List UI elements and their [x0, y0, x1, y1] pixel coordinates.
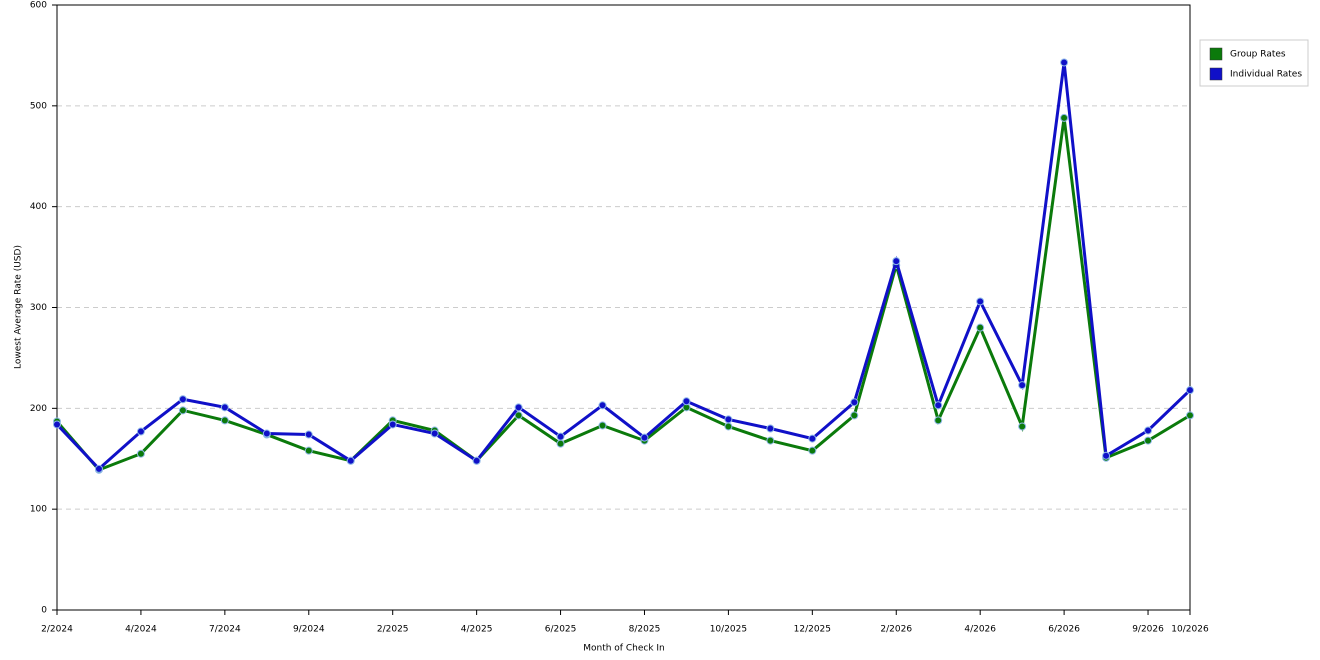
plot-frame — [56, 4, 1191, 611]
data-point — [850, 398, 859, 407]
series-line — [55, 117, 1191, 472]
data-point — [892, 257, 901, 266]
data-point — [220, 403, 229, 412]
data-point — [472, 456, 481, 465]
data-point — [178, 395, 187, 404]
data-point — [94, 464, 103, 473]
x-tick-label: 10/2025 — [710, 625, 747, 635]
data-point — [640, 433, 649, 442]
data-point — [304, 430, 313, 439]
data-point — [724, 422, 733, 431]
x-tick-label: 4/2025 — [461, 625, 493, 635]
x-tick-label: 2/2024 — [41, 625, 73, 635]
data-point — [1186, 386, 1194, 395]
data-point — [556, 439, 565, 448]
y-tick-label: 400 — [30, 202, 47, 212]
y-tick-label: 300 — [30, 303, 47, 313]
x-tick-label: 4/2026 — [964, 625, 996, 635]
data-point — [556, 432, 565, 441]
x-axis-label: Month of Check In — [583, 644, 665, 654]
data-point — [1144, 436, 1153, 445]
data-point — [850, 411, 859, 420]
data-point — [808, 446, 817, 455]
y-tick-label: 0 — [41, 606, 47, 616]
data-point — [766, 436, 775, 445]
data-point — [934, 401, 943, 410]
legend-label: Individual Rates — [1230, 70, 1302, 80]
x-tick-label: 8/2025 — [629, 625, 661, 635]
y-tick-label: 200 — [30, 404, 47, 414]
data-point — [1060, 113, 1069, 122]
x-tick-label: 9/2024 — [293, 625, 325, 635]
data-point — [136, 427, 145, 436]
data-point — [514, 411, 523, 420]
y-tick-label: 500 — [30, 101, 47, 111]
data-point — [1144, 426, 1153, 435]
data-point — [598, 421, 607, 430]
x-tick-label: 6/2025 — [545, 625, 577, 635]
y-axis-label: Lowest Average Rate (USD) — [14, 245, 24, 369]
x-tick-label: 4/2024 — [125, 625, 157, 635]
x-tick-label: 2/2026 — [880, 625, 912, 635]
x-tick-label: 7/2024 — [209, 625, 241, 635]
data-point — [430, 429, 439, 438]
data-point — [136, 449, 145, 458]
data-point — [53, 420, 61, 429]
x-tick-label: 12/2025 — [794, 625, 831, 635]
data-point — [724, 415, 733, 424]
data-point — [976, 297, 985, 306]
data-point — [1018, 381, 1027, 390]
x-tick-label: 6/2026 — [1048, 625, 1080, 635]
data-point — [976, 323, 985, 332]
data-point — [598, 401, 607, 410]
data-point — [808, 434, 817, 443]
data-point — [1018, 422, 1027, 431]
legend-swatch — [1209, 67, 1223, 81]
y-tick-label: 600 — [30, 1, 47, 11]
x-tick-label: 9/2026 — [1132, 625, 1164, 635]
data-point — [1060, 58, 1069, 67]
data-point — [388, 420, 397, 429]
data-point — [682, 397, 691, 406]
data-point — [304, 446, 313, 455]
data-point — [1186, 411, 1194, 420]
legend-label: Group Rates — [1230, 50, 1286, 60]
data-point — [178, 406, 187, 415]
data-point — [766, 424, 775, 433]
x-tick-label: 10/2026 — [1171, 625, 1209, 635]
data-point — [934, 416, 943, 425]
x-tick-label: 2/2025 — [377, 625, 409, 635]
data-point — [220, 416, 229, 425]
data-point — [262, 429, 271, 438]
y-tick-label: 100 — [30, 505, 47, 515]
series-line — [55, 62, 1192, 471]
legend-swatch — [1209, 47, 1223, 61]
data-point — [1102, 451, 1111, 460]
data-point — [514, 403, 523, 412]
data-point — [346, 456, 355, 465]
